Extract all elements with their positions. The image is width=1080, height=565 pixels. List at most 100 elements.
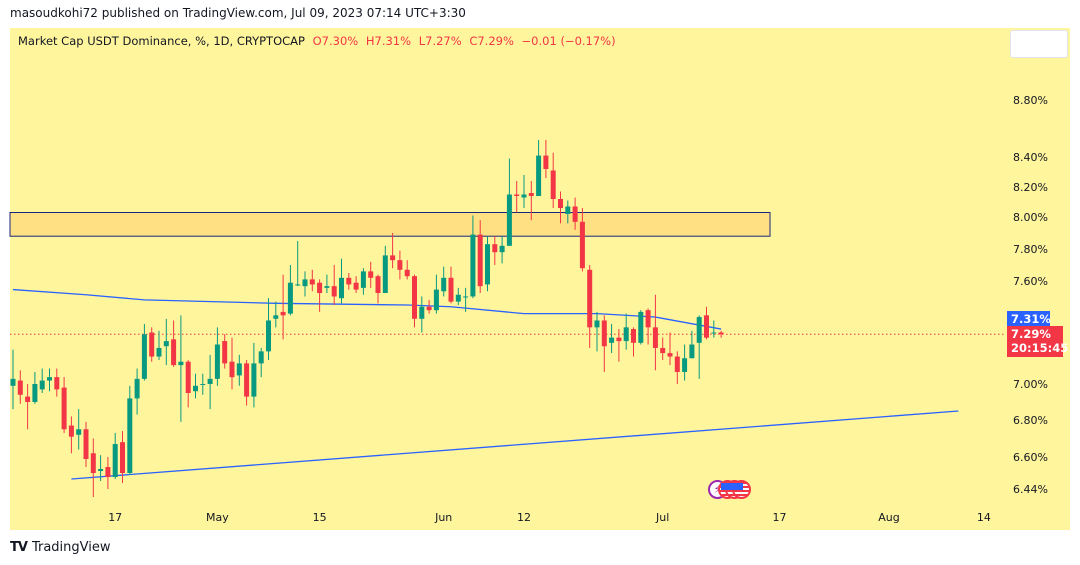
candle-up	[696, 317, 702, 343]
candle-up	[156, 347, 162, 357]
candle-down	[61, 387, 67, 430]
candle-up	[565, 206, 571, 214]
candle-up	[433, 289, 439, 311]
footer-branding: TV TradingView	[10, 540, 110, 555]
time-axis-label: 14	[977, 511, 991, 524]
candle-up	[609, 337, 615, 343]
candle-down	[579, 221, 585, 269]
candle-down	[704, 315, 709, 338]
top-right-box[interactable]	[1010, 30, 1068, 58]
high-value: H7.31%	[365, 34, 412, 48]
candle-down	[368, 271, 374, 278]
tradingview-logo-icon: TV	[10, 540, 28, 555]
candle-up	[360, 271, 366, 288]
last-price-value: 7.29%	[1011, 327, 1051, 341]
time-axis-label: Jul	[655, 511, 669, 524]
candle-down	[667, 353, 673, 357]
time-axis-label: 15	[313, 511, 327, 524]
candle-down	[616, 337, 622, 342]
event-icons[interactable]: ⚡	[708, 480, 751, 499]
candle-down	[543, 155, 549, 169]
candle-up	[485, 244, 490, 285]
candle-down	[528, 193, 534, 196]
candle-up	[536, 155, 542, 196]
candle-down	[120, 442, 125, 473]
candle-down	[448, 277, 454, 302]
candle-down	[397, 260, 403, 270]
candle-up	[200, 384, 206, 385]
candle-up	[455, 294, 461, 302]
candle-up	[76, 429, 82, 435]
candle-up	[339, 277, 344, 299]
candle-up	[251, 363, 257, 397]
support-trendline	[71, 410, 959, 480]
candle-down	[558, 199, 563, 208]
candle-down	[645, 310, 651, 328]
candle-up	[382, 255, 388, 294]
price-axis-label: 7.80%	[1013, 243, 1048, 256]
candle-down	[346, 277, 352, 285]
candle-up	[499, 245, 505, 253]
candle-down	[185, 361, 191, 393]
change-value: −0.01 (−0.17%)	[521, 34, 616, 48]
candle-down	[660, 347, 666, 354]
candle-down	[149, 332, 155, 357]
candle-down	[90, 453, 96, 473]
candle-down	[25, 396, 31, 402]
candle-up	[419, 306, 425, 319]
candle-down	[492, 244, 498, 253]
open-value: O7.30%	[312, 34, 359, 48]
resistance-zone	[9, 212, 771, 237]
price-axis-label: 6.44%	[1013, 483, 1048, 496]
candle-down	[353, 282, 359, 290]
candle-up	[258, 351, 264, 364]
candle-down	[222, 341, 228, 364]
candle-up	[273, 315, 279, 319]
low-value: L7.27%	[418, 34, 462, 48]
candle-up	[506, 194, 512, 246]
price-axis-label: 8.00%	[1013, 211, 1048, 224]
candle-down	[317, 282, 323, 294]
candle-down	[426, 306, 432, 311]
time-axis-label: Aug	[878, 511, 899, 524]
candle-down	[412, 276, 417, 319]
candle-down	[652, 327, 658, 348]
candle-down	[477, 234, 483, 287]
candle-down	[309, 279, 315, 285]
candle-down	[514, 194, 520, 196]
candle-up	[193, 385, 198, 392]
candle-up	[32, 384, 38, 402]
price-axis-label: 8.40%	[1013, 151, 1048, 164]
candle-up	[689, 344, 695, 359]
candle-down	[601, 320, 607, 347]
candle-down	[718, 332, 724, 335]
candle-up	[266, 320, 271, 352]
candle-up	[39, 380, 45, 390]
candle-down	[54, 377, 60, 390]
us-flag-icon[interactable]	[732, 480, 751, 499]
close-value: C7.29%	[469, 34, 514, 48]
time-axis-label: Jun	[434, 511, 452, 524]
candle-down	[375, 276, 381, 294]
price-axis-label: 6.60%	[1013, 451, 1048, 464]
moving-average-line	[12, 288, 722, 330]
candle-down	[331, 286, 337, 297]
price-axis-label: 8.20%	[1013, 181, 1048, 194]
time-axis-label: 17	[108, 511, 122, 524]
tradingview-logo-text: TradingView	[31, 540, 111, 555]
candle-down	[229, 361, 235, 378]
candle-up	[521, 194, 527, 198]
candle-up	[287, 282, 293, 314]
candle-up	[178, 361, 184, 366]
candle-up	[127, 398, 133, 473]
candle-up	[463, 296, 469, 298]
candle-up	[324, 286, 330, 288]
time-axis-label: 17	[773, 511, 787, 524]
candle-down	[631, 329, 636, 343]
candle-up	[623, 327, 629, 342]
candle-up	[682, 358, 688, 372]
candle-up	[98, 469, 104, 471]
candle-down	[572, 206, 578, 222]
chart-pane[interactable]	[10, 28, 1070, 530]
